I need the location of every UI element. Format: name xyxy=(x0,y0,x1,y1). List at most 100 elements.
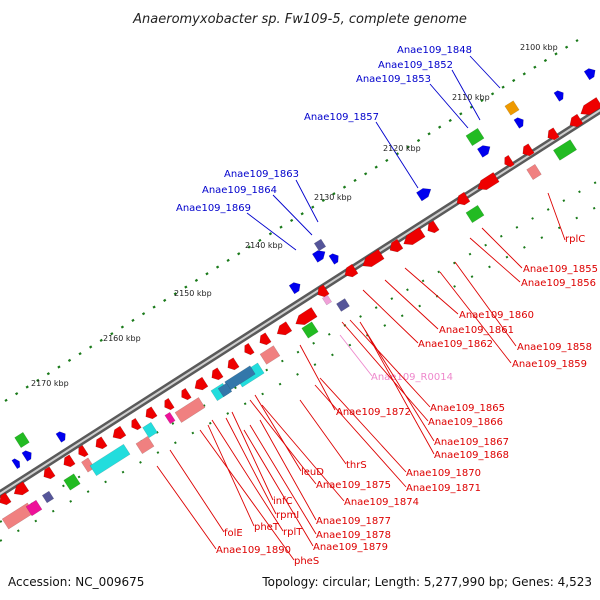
gene-label[interactable]: Anae109_1867 xyxy=(434,437,509,448)
gene-label[interactable]: Anae109_1852 xyxy=(378,60,453,71)
gene-feature xyxy=(456,191,471,206)
gene-feature xyxy=(145,406,158,420)
gene-feature xyxy=(477,172,500,191)
gene-feature xyxy=(181,387,192,401)
gene-label[interactable]: Anae109_1857 xyxy=(304,112,379,123)
gene-feature xyxy=(89,443,131,477)
gene-feature xyxy=(336,298,350,312)
gene-label[interactable]: Anae109_1864 xyxy=(202,185,277,196)
gene-feature xyxy=(328,253,339,265)
gene-feature xyxy=(21,450,32,462)
gene-feature xyxy=(547,127,560,141)
tick-label: 2130 kbp xyxy=(314,193,352,202)
gene-label[interactable]: folE xyxy=(224,528,243,539)
callout-line xyxy=(259,419,317,521)
gene-label[interactable]: thrS xyxy=(346,460,367,471)
gene-feature xyxy=(504,100,520,116)
callout-line xyxy=(429,83,469,129)
feature-layer xyxy=(0,68,600,530)
gene-label[interactable]: rplC xyxy=(565,234,585,245)
gene-feature xyxy=(301,321,319,339)
gene-label[interactable]: Anae109_1869 xyxy=(176,203,251,214)
gene-feature xyxy=(112,425,127,440)
gene-label[interactable]: Anae109_1890 xyxy=(216,545,291,556)
gene-feature xyxy=(583,68,596,81)
gene-label[interactable]: Anae109_1848 xyxy=(397,45,472,56)
gene-label[interactable]: Anae109_1860 xyxy=(459,310,534,321)
gene-label[interactable]: Anae109_1865 xyxy=(430,403,505,414)
map-title: Anaeromyxobacter sp. Fw109-5, complete g… xyxy=(132,12,467,27)
callout-line xyxy=(246,212,297,251)
gene-label[interactable]: Anae109_1866 xyxy=(428,417,503,428)
callout-line xyxy=(199,429,295,561)
callout-line xyxy=(299,399,347,465)
gene-feature xyxy=(580,97,600,116)
gene-feature xyxy=(427,220,440,234)
gene-feature xyxy=(227,357,240,371)
callout-line xyxy=(375,121,419,189)
gene-feature xyxy=(41,490,55,504)
gene-label[interactable]: rpmI xyxy=(276,510,299,521)
callout-line xyxy=(156,465,217,550)
gene-label[interactable]: leuD xyxy=(301,467,324,478)
gene-label[interactable]: Anae109_1858 xyxy=(517,342,592,353)
callout-line xyxy=(319,377,407,473)
callout-line xyxy=(169,449,225,533)
gene-label[interactable]: Anae109_1878 xyxy=(316,530,391,541)
genome-summary: Topology: circular; Length: 5,277,990 bp… xyxy=(261,575,592,589)
gene-label[interactable]: Anae109_1861 xyxy=(439,325,514,336)
gene-feature xyxy=(43,466,56,480)
callout-line xyxy=(454,261,517,347)
kbp-ticks: 2100 kbp 2110 kbp 2120 kbp 2130 kbp 2140 kbp… xyxy=(31,43,558,388)
gene-feature xyxy=(522,143,535,157)
gene-label[interactable]: Anae109_1862 xyxy=(418,339,493,350)
gene-feature xyxy=(313,238,327,252)
callout-line xyxy=(341,321,429,422)
gene-label[interactable]: Anae109_1870 xyxy=(406,468,481,479)
tick-label: 2100 kbp xyxy=(520,43,558,52)
callout-line xyxy=(339,334,373,377)
gene-label[interactable]: Anae109_1879 xyxy=(313,542,388,553)
callout-line xyxy=(254,394,302,472)
gene-label[interactable]: Anae109_1872 xyxy=(336,407,411,418)
callout-line xyxy=(299,344,336,411)
gene-feature xyxy=(0,492,12,506)
gene-label[interactable]: Anae109_1859 xyxy=(512,359,587,370)
gene-feature xyxy=(553,90,564,102)
gene-feature xyxy=(317,284,330,298)
callout-line xyxy=(359,321,435,442)
gene-label[interactable]: infC xyxy=(273,496,293,507)
tick-label: 2160 kbp xyxy=(103,334,141,343)
gene-feature xyxy=(142,421,158,439)
gene-feature xyxy=(164,411,176,425)
gene-label[interactable]: Anae109_1856 xyxy=(521,278,596,289)
gene-label[interactable]: Anae109_1874 xyxy=(344,497,419,508)
callout-line xyxy=(362,289,419,344)
gene-label[interactable]: Anae109_1875 xyxy=(316,480,391,491)
gene-feature xyxy=(259,332,272,346)
callout-line xyxy=(295,179,319,223)
callout-line xyxy=(404,267,459,315)
gene-label[interactable]: Anae109_1863 xyxy=(224,169,299,180)
gene-label[interactable]: pheT xyxy=(254,522,280,533)
gene-feature xyxy=(465,127,485,147)
gene-label[interactable]: Anae109_1868 xyxy=(434,450,509,461)
callout-line xyxy=(364,329,435,455)
gene-feature xyxy=(288,282,301,295)
gene-label[interactable]: Anae109_R0014 xyxy=(371,372,453,383)
gene-feature xyxy=(362,249,385,268)
gene-label[interactable]: Anae109_1871 xyxy=(406,483,481,494)
gene-feature xyxy=(164,397,175,411)
gene-label[interactable]: Anae109_1853 xyxy=(356,74,431,85)
gene-label[interactable]: rplT xyxy=(283,527,303,538)
callout-line xyxy=(261,404,345,502)
gene-label[interactable]: Anae109_1855 xyxy=(523,264,598,275)
gene-feature xyxy=(569,113,584,128)
gene-feature xyxy=(11,458,21,470)
gene-feature xyxy=(513,117,524,129)
gene-label[interactable]: pheS xyxy=(294,556,319,567)
gene-feature xyxy=(25,499,43,517)
gene-label[interactable]: Anae109_1877 xyxy=(316,516,391,527)
gene-feature xyxy=(63,473,81,491)
